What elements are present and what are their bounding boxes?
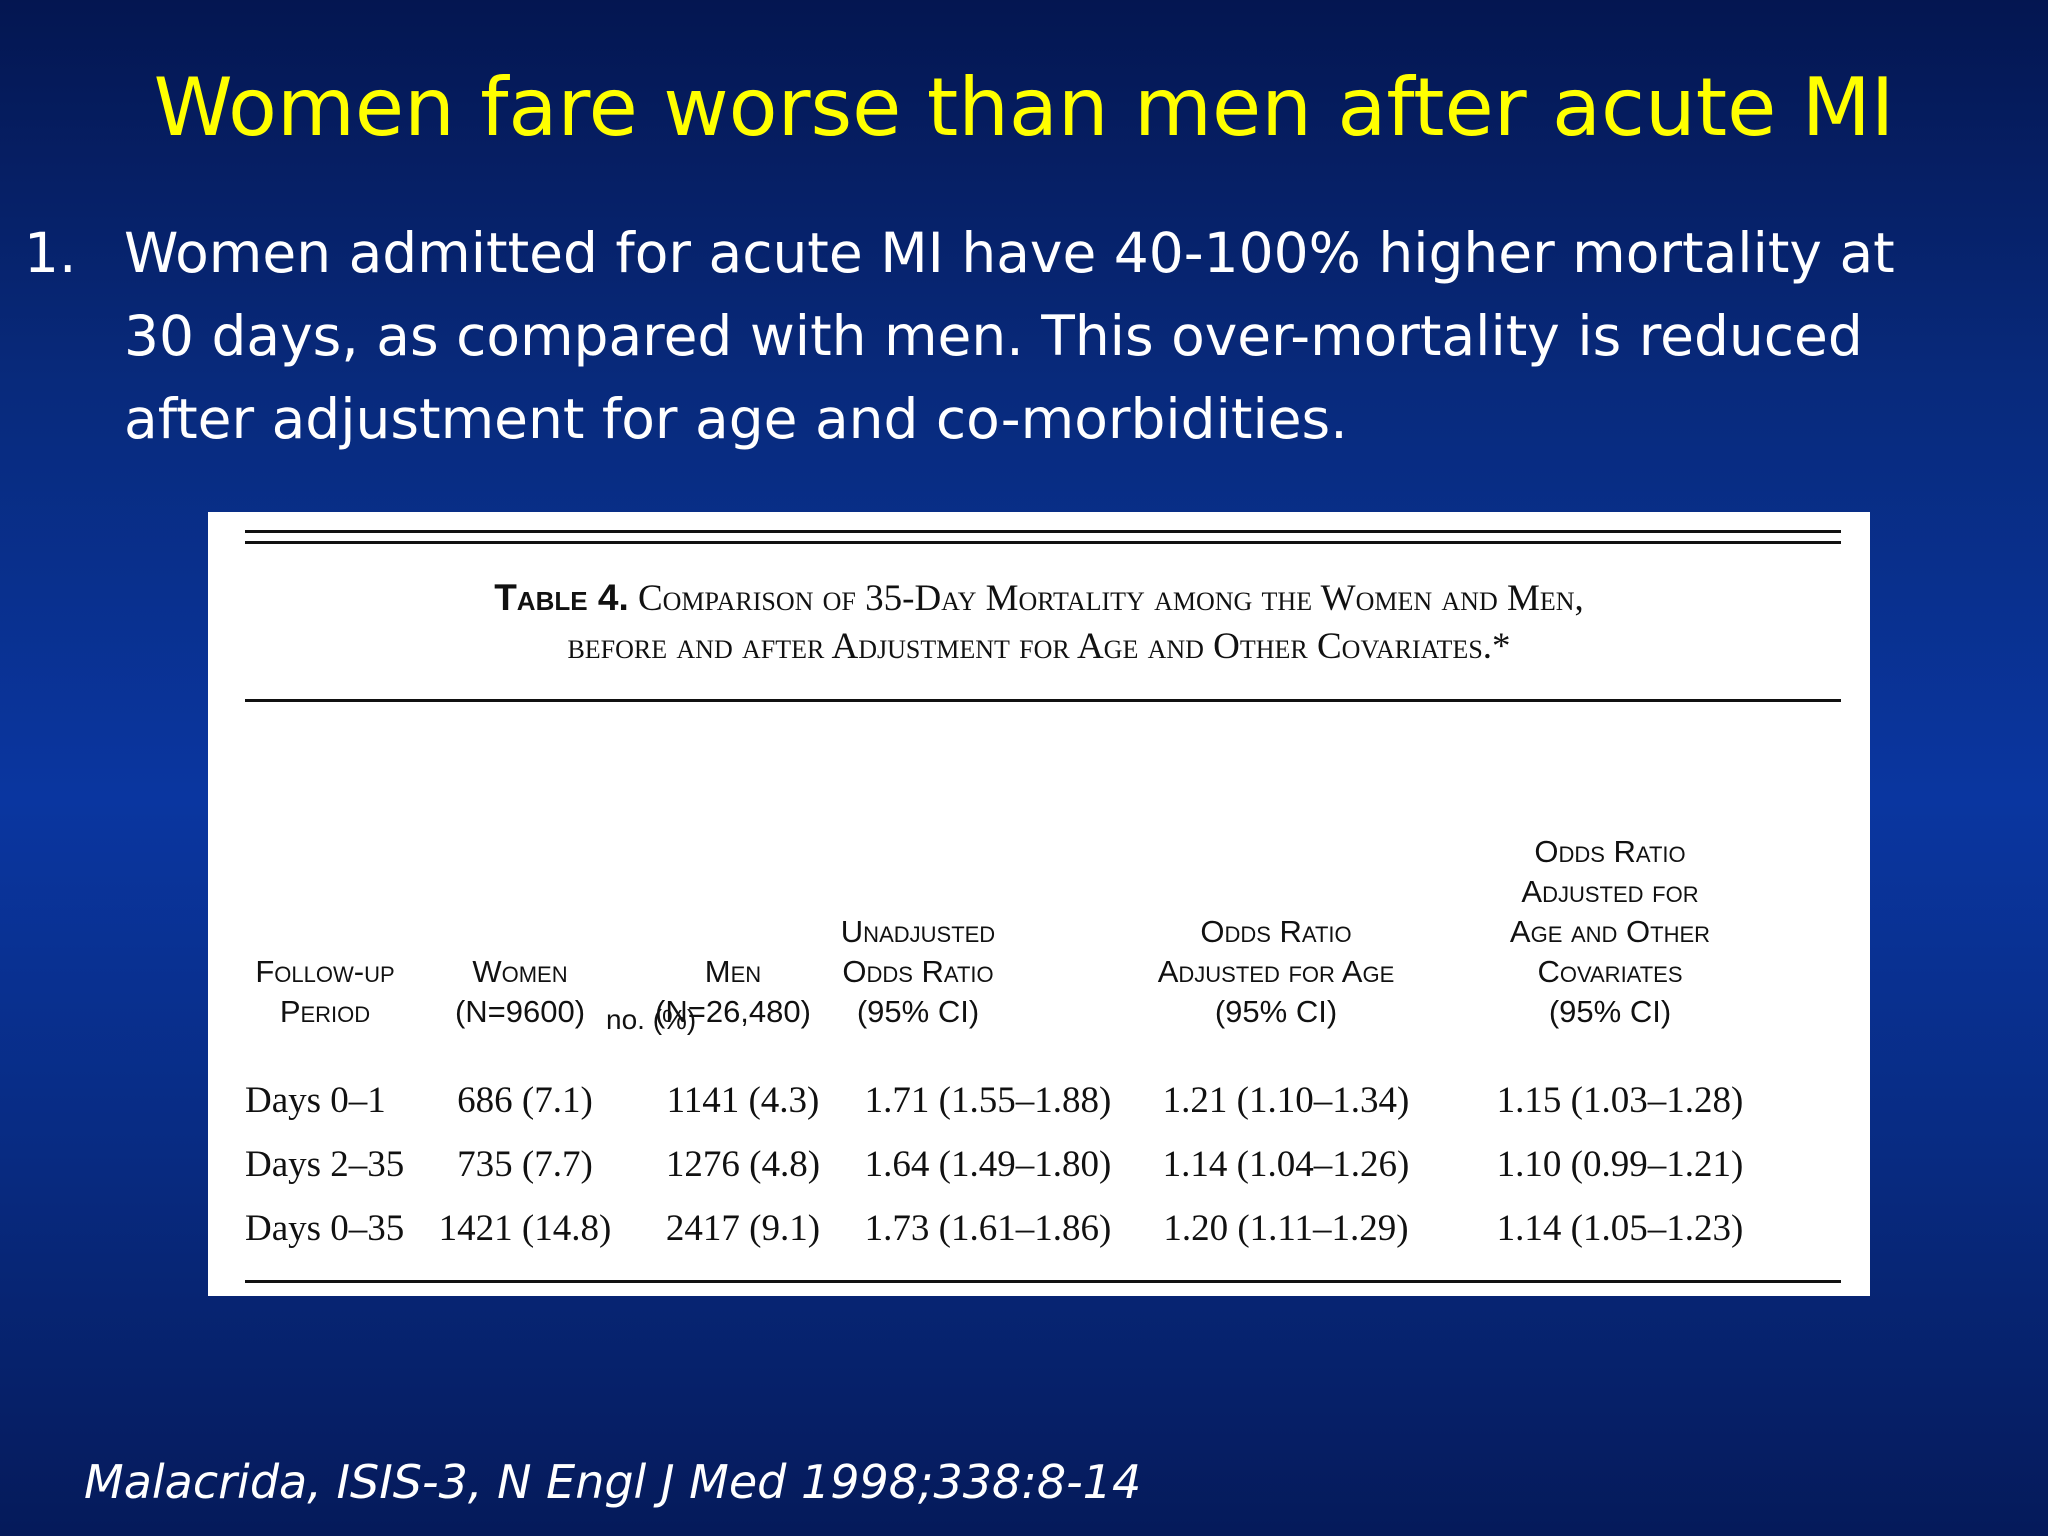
table-cell: 1.73 (1.61–1.86) — [864, 1208, 1112, 1249]
table-cell: 1141 (4.3) — [666, 1080, 820, 1121]
caption-line-2: before and after Adjustment for Age and … — [567, 626, 1511, 667]
header-unadjusted-odds-ratio: Unadjusted Odds Ratio (95% CI) — [840, 914, 996, 1029]
table-cell: 1.14 (1.04–1.26) — [1162, 1144, 1410, 1185]
bullet-text: Women admitted for acute MI have 40-100%… — [124, 212, 2034, 461]
table-cell: 1.20 (1.11–1.29) — [1163, 1208, 1409, 1249]
table-bottom-rule — [245, 1280, 1841, 1283]
header-follow-up-period: Follow-up Period — [255, 954, 395, 1029]
table-cell: 1.21 (1.10–1.34) — [1162, 1080, 1410, 1121]
bullet-line: 30 days, as compared with men. This over… — [124, 304, 1863, 368]
table-cell: 1276 (4.8) — [665, 1144, 821, 1185]
caption-line-1: Table 4. Comparison of 35-Day Mortality … — [208, 574, 1870, 623]
table-caption: Table 4. Comparison of 35-Day Mortality … — [208, 574, 1870, 671]
table-cell: 686 (7.1) — [457, 1080, 593, 1121]
table-cell: Days 0–35 — [245, 1208, 405, 1249]
bullet-number: 1. — [24, 221, 77, 285]
table-cell: 1.71 (1.55–1.88) — [864, 1080, 1112, 1121]
table-cell: 1.15 (1.03–1.28) — [1496, 1080, 1744, 1121]
table-cell: 735 (7.7) — [457, 1144, 593, 1185]
table-cell: 2417 (9.1) — [665, 1208, 821, 1249]
caption-rule — [245, 699, 1841, 702]
table-cell: 1421 (14.8) — [438, 1208, 612, 1249]
header-odds-ratio-covariates: Odds Ratio Adjusted for Age and Other Co… — [1509, 834, 1711, 1029]
table-cell: Days 0–1 — [245, 1080, 386, 1121]
mortality-table: Table 4. Comparison of 35-Day Mortality … — [208, 512, 1870, 1296]
unit-label: no. (%) — [606, 1004, 697, 1035]
slide-title: Women fare worse than men after acute MI — [153, 61, 1895, 154]
header-men: Men (N=26,480) — [655, 954, 811, 1029]
caption-text: Comparison of 35-Day Mortality among the… — [637, 578, 1584, 619]
caption-lead: Table 4. — [494, 577, 629, 618]
bullet-line: after adjustment for age and co-morbidit… — [124, 387, 1348, 451]
table-cell: 1.14 (1.05–1.23) — [1496, 1208, 1744, 1249]
header-odds-ratio-age: Odds Ratio Adjusted for Age (95% CI) — [1157, 914, 1395, 1029]
table-top-rule — [245, 530, 1841, 533]
table-cell: Days 2–35 — [245, 1144, 405, 1185]
table-cell: 1.10 (0.99–1.21) — [1496, 1144, 1744, 1185]
header-women: Women (N=9600) — [454, 954, 586, 1029]
table-cell: 1.64 (1.49–1.80) — [864, 1144, 1112, 1185]
citation: Malacrida, ISIS-3, N Engl J Med 1998;338… — [84, 1455, 1142, 1509]
bullet-line: Women admitted for acute MI have 40-100%… — [124, 221, 1895, 285]
table-top-rule — [245, 541, 1841, 544]
